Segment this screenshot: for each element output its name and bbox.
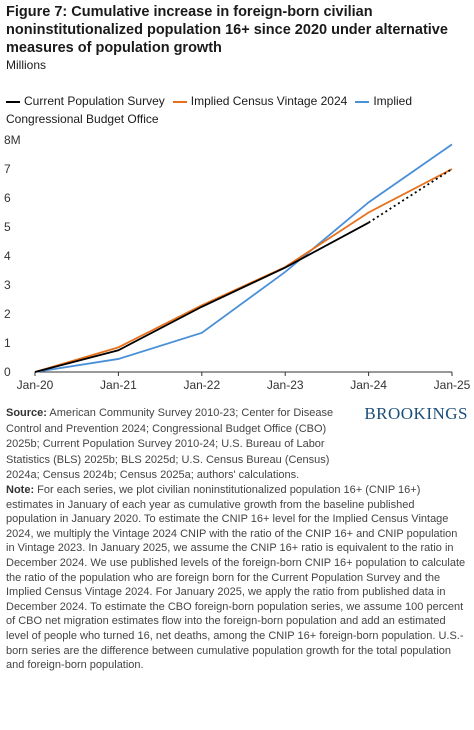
legend-item: Implied Census Vintage 2024 xyxy=(172,94,348,108)
series-line-dotted xyxy=(368,168,453,224)
note-text: For each series, we plot civilian nonins… xyxy=(6,484,466,672)
y-tick-label: 8M xyxy=(4,133,21,147)
source-label: Source: xyxy=(6,407,47,419)
series-line xyxy=(34,221,370,373)
legend-label: Implied Census Vintage 2024 xyxy=(190,94,348,108)
source: Source: American Community Survey 2010-2… xyxy=(6,406,358,484)
x-tick-label: Jan-25 xyxy=(434,378,471,392)
y-tick-label: 2 xyxy=(4,307,11,321)
source-text: American Community Survey 2010-23; Cente… xyxy=(6,407,334,481)
y-tick-label: 3 xyxy=(4,278,11,292)
y-tick-label: 4 xyxy=(4,249,11,263)
y-tick-label: 0 xyxy=(4,365,11,379)
legend-swatch xyxy=(6,100,20,103)
brand-logo: BROOKINGS xyxy=(364,404,468,423)
note-label: Note: xyxy=(6,484,35,496)
chart: 0 1 2 3 4 5 6 7 8M Jan-20 Jan-21 Jan-22 Jan-23 Jan-24… xyxy=(4,133,471,392)
legend-swatch xyxy=(172,100,187,103)
legend-item: Current Population Survey xyxy=(6,94,165,108)
x-tick-label: Jan-24 xyxy=(350,378,387,392)
y-tick-label: 5 xyxy=(4,220,11,234)
legend-label: Current Population Survey xyxy=(24,94,165,108)
legend-label: Implied Congressional Budget Office xyxy=(6,94,412,126)
note: Note: For each series, we plot civilian … xyxy=(6,483,468,673)
x-tick-label: Jan-23 xyxy=(267,378,304,392)
series-line xyxy=(34,143,453,373)
y-tick-label: 6 xyxy=(4,191,11,205)
chart-title: Figure 7: Cumulative increase in foreign… xyxy=(6,4,448,56)
legend: Current Population Survey Implied Census … xyxy=(6,92,446,128)
series-line xyxy=(34,168,453,373)
x-tick-label: Jan-22 xyxy=(183,378,220,392)
legend-swatch xyxy=(355,100,370,103)
x-tick-label: Jan-21 xyxy=(100,378,137,392)
chart-subtitle: Millions xyxy=(6,58,47,72)
y-tick-label: 1 xyxy=(4,336,11,350)
legend-item: Implied Congressional Budget Office xyxy=(6,94,412,126)
x-tick-label: Jan-20 xyxy=(17,378,54,392)
y-tick-label: 7 xyxy=(4,162,11,176)
